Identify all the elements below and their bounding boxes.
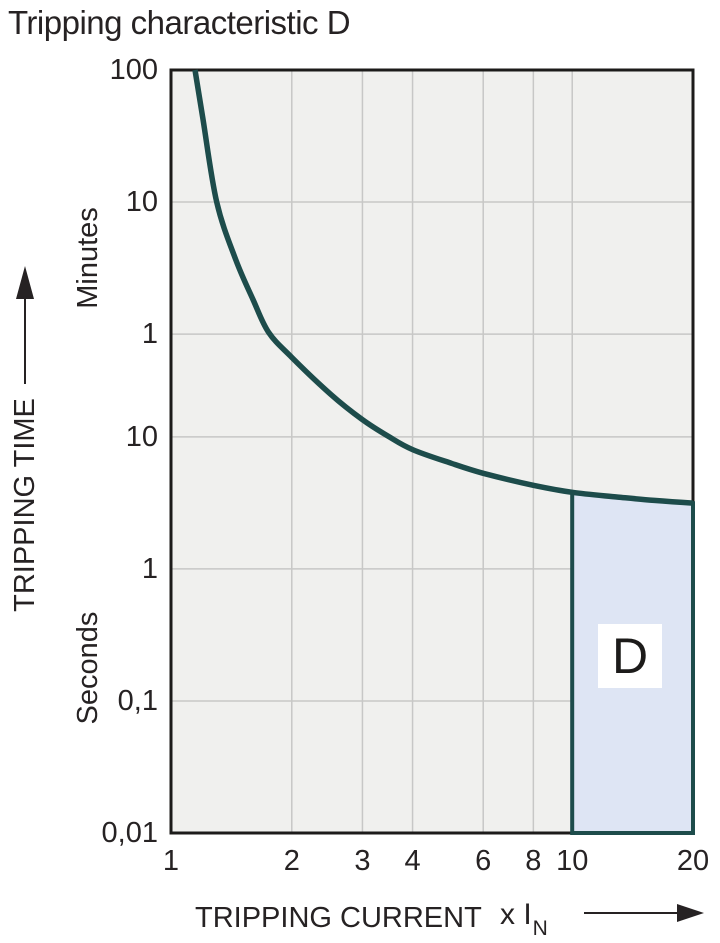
x-tick-label: 2	[283, 845, 300, 877]
trip-curve	[192, 69, 694, 506]
x-axis-unit: x IN	[500, 898, 548, 940]
y-tick-label: 1	[141, 318, 158, 351]
x-tick-label: 1	[162, 845, 180, 877]
x-axis-unit-subscript: N	[532, 917, 548, 940]
region-label: D	[611, 628, 649, 684]
x-tick-label: 3	[354, 845, 371, 877]
y-axis-title: TRIPPING TIME	[9, 398, 41, 612]
y-tick-label: 100	[109, 54, 158, 86]
plot-frame	[169, 68, 695, 835]
region-label-box: D	[598, 624, 662, 688]
y-tick-label: 0,01	[101, 817, 158, 849]
x-tick-label: 8	[525, 845, 542, 877]
x-tick-label: 4	[404, 845, 421, 877]
right-arrow-icon	[584, 904, 704, 922]
x-axis-title: TRIPPING CURRENT	[195, 902, 482, 934]
y-tick-label: 0,1	[117, 684, 158, 717]
y-tick-label: 1	[141, 552, 158, 585]
y-tick-label: 10	[125, 420, 158, 453]
x-tick-label: 6	[475, 845, 492, 877]
x-tick-label: 20	[676, 845, 710, 877]
up-arrow-icon	[16, 266, 34, 384]
x-tick-label: 10	[556, 845, 589, 877]
y-tick-label: 10	[125, 186, 158, 219]
chart-title: Tripping characteristic D	[8, 4, 351, 41]
y-axis-unit-seconds: Seconds	[72, 611, 104, 725]
x-axis-unit-prefix: x I	[500, 898, 532, 931]
